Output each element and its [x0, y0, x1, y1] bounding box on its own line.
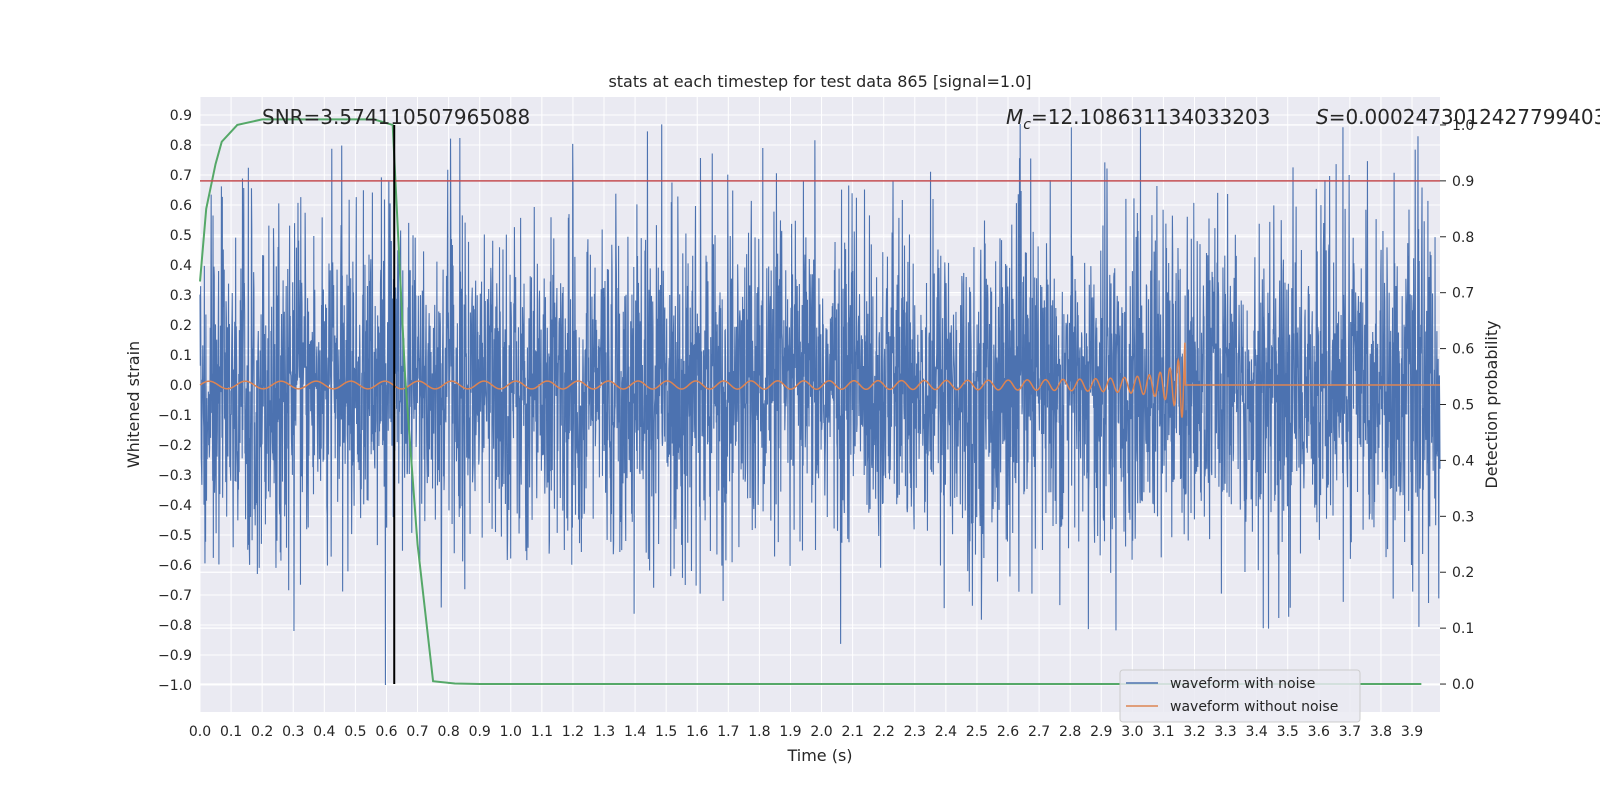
y2-tick-label: 0.2 [1452, 565, 1474, 581]
x-tick-label: 3.0 [1121, 724, 1143, 740]
y2-tick-label: 0.6 [1452, 342, 1474, 358]
y-tick-label: −0.8 [158, 618, 192, 634]
s-annotation: S=0.00024730124277994037 [1316, 105, 1600, 129]
snr-annotation: SNR=3.574110507965088 [262, 105, 530, 129]
chirp-mass-subscript: c [1023, 117, 1031, 133]
x-tick-label: 1.5 [655, 724, 677, 740]
x-tick-label: 0.0 [189, 724, 211, 740]
x-tick-label: 1.6 [686, 724, 708, 740]
y2-tick-label: 0.8 [1452, 230, 1474, 246]
y-tick-label: −0.3 [158, 468, 192, 484]
y-tick-label: 0.0 [170, 378, 192, 394]
x-tick-label: 3.1 [1152, 724, 1174, 740]
y-tick-label: 0.8 [170, 138, 192, 154]
s-symbol: S [1316, 105, 1329, 129]
y-tick-label: 0.7 [170, 168, 192, 184]
x-tick-label: 2.7 [1028, 724, 1050, 740]
y-tick-label: 0.5 [170, 228, 192, 244]
y-tick-label: −0.5 [158, 528, 192, 544]
x-tick-label: 3.8 [1370, 724, 1392, 740]
chirp-mass-annotation: Mc=12.108631134033203 [1006, 105, 1270, 133]
x-tick-label: 3.4 [1246, 724, 1268, 740]
y2-tick-label: 0.4 [1452, 453, 1474, 469]
x-tick-label: 1.4 [624, 724, 646, 740]
y2-tick-label: 0.3 [1452, 509, 1474, 525]
x-tick-label: 0.7 [406, 724, 428, 740]
x-tick-label: 3.5 [1277, 724, 1299, 740]
x-tick-label: 0.8 [437, 724, 459, 740]
series-detection-probability [199, 118, 1440, 686]
chirp-mass-symbol: M [1006, 105, 1023, 129]
y2-tick-label: 0.0 [1452, 677, 1474, 693]
y2-tick-label: 0.7 [1452, 286, 1474, 302]
x-tick-label: 2.1 [841, 724, 863, 740]
x-tick-label: 2.6 [997, 724, 1019, 740]
x-tick-label: 2.2 [873, 724, 895, 740]
y2-tick-label: 1.0 [1452, 118, 1474, 134]
y-tick-label: −0.9 [158, 648, 192, 664]
x-tick-label: 0.3 [282, 724, 304, 740]
y-tick-label: −0.7 [158, 588, 192, 604]
x-tick-label: 0.6 [375, 724, 397, 740]
x-tick-label: 3.3 [1214, 724, 1236, 740]
y-tick-label: −0.1 [158, 408, 192, 424]
y2-axis-label: Detection probability [1482, 320, 1501, 488]
legend-label-waveform-with-noise: waveform with noise [1170, 676, 1315, 692]
s-value: =0.00024730124277994037 [1329, 105, 1600, 129]
x-tick-label: 2.4 [935, 724, 957, 740]
x-tick-label: 1.0 [500, 724, 522, 740]
legend-label-waveform-without-noise: waveform without noise [1170, 699, 1338, 715]
y-tick-label: −0.6 [158, 558, 192, 574]
x-tick-label: 0.9 [469, 724, 491, 740]
x-tick-label: 1.7 [717, 724, 739, 740]
y-tick-label: 0.2 [170, 318, 192, 334]
y-tick-label: −1.0 [158, 678, 192, 694]
x-tick-label: 0.5 [344, 724, 366, 740]
y-tick-label: 0.9 [170, 108, 192, 124]
tick-labels: 0.0 0.1 0.2 0.3 0.4 0.5 0.6 0.7 0.8 0.9 1.0 1.1 1.2 1… [158, 108, 1474, 740]
y-axis-label: Whitened strain [124, 341, 143, 468]
y-tick-label: 0.3 [170, 288, 192, 304]
x-tick-label: 1.9 [779, 724, 801, 740]
x-tick-label: 0.4 [313, 724, 335, 740]
legend: waveform with noise waveform without noi… [1119, 669, 1361, 723]
x-tick-label: 2.3 [904, 724, 926, 740]
x-tick-label: 0.2 [251, 724, 273, 740]
x-tick-label: 3.6 [1308, 724, 1330, 740]
y-tick-label: 0.1 [170, 348, 192, 364]
x-tick-label: 2.5 [966, 724, 988, 740]
chirp-mass-value: =12.108631134033203 [1031, 105, 1270, 129]
detection-probability-line [199, 118, 1422, 686]
x-tick-label: 3.7 [1339, 724, 1361, 740]
y-tick-label: −0.4 [158, 498, 192, 514]
x-tick-label: 1.3 [593, 724, 615, 740]
x-axis-label: Time (s) [786, 746, 852, 765]
chart-title: stats at each timestep for test data 865… [608, 72, 1031, 91]
y-tick-label: 0.4 [170, 258, 192, 274]
x-tick-label: 2.9 [1090, 724, 1112, 740]
y2-tick-label: 0.9 [1452, 174, 1474, 190]
x-tick-label: 0.1 [220, 724, 242, 740]
x-tick-label: 3.9 [1401, 724, 1423, 740]
y-tick-label: −0.2 [158, 438, 192, 454]
legend-box [1119, 669, 1361, 723]
x-tick-label: 1.8 [748, 724, 770, 740]
y2-tick-label: 0.1 [1452, 621, 1474, 637]
x-tick-label: 3.2 [1183, 724, 1205, 740]
x-tick-label: 2.0 [810, 724, 832, 740]
x-tick-label: 1.2 [562, 724, 584, 740]
y-tick-label: 0.6 [170, 198, 192, 214]
y2-tick-label: 0.5 [1452, 398, 1474, 414]
x-tick-label: 2.8 [1059, 724, 1081, 740]
x-tick-label: 1.1 [531, 724, 553, 740]
